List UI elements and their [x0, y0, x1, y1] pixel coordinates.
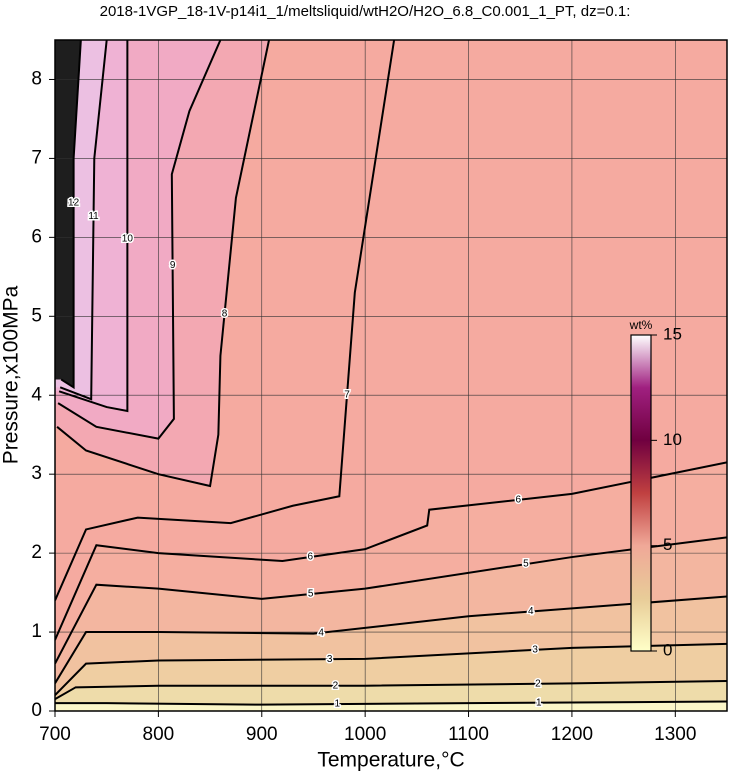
contour-line [55, 595, 727, 684]
contour-label: 1 [334, 699, 340, 710]
contour-label: 2 [535, 678, 541, 689]
chart-title: 2018-1VGP_18-1V-p14i1_1/meltsliquid/wtH2… [100, 3, 631, 20]
x-tick-label: 800 [143, 724, 175, 745]
y-tick-label: 4 [31, 384, 42, 405]
x-tick-label: 1200 [551, 724, 593, 745]
contour-line [59, 40, 108, 401]
y-tick-label: 5 [31, 305, 42, 326]
contour-label: 5 [523, 559, 529, 570]
x-tick-label: 1300 [654, 724, 696, 745]
contour-label: 3 [327, 654, 333, 665]
contour-line [55, 461, 727, 641]
contour-line [55, 536, 727, 665]
contour-line [57, 40, 222, 440]
contour-label: 12 [68, 197, 80, 208]
contour-line [55, 642, 727, 696]
y-tick-label: 3 [31, 463, 42, 484]
contour-label: 6 [307, 552, 313, 563]
x-tick-label: 700 [39, 724, 71, 745]
colorbar-tick-label: 5 [663, 535, 672, 554]
contour-label: 4 [528, 606, 534, 617]
x-axis-label: Temperature,°C [317, 749, 464, 772]
y-tick-label: 6 [31, 226, 42, 247]
y-tick-label: 1 [31, 621, 42, 642]
y-tick-label: 7 [31, 147, 42, 168]
contour-line [58, 40, 129, 413]
y-axis-label: Pressure,x100MPa [0, 285, 23, 464]
contour-line [56, 40, 270, 488]
contour-label: 10 [122, 234, 134, 245]
contour-band [55, 701, 727, 711]
plot-frame [54, 39, 728, 712]
contour-label: 3 [532, 644, 538, 655]
contour-label: 11 [88, 211, 99, 222]
contour-label: 8 [222, 309, 228, 320]
contour-label: 7 [344, 389, 350, 400]
colorbar-tick-label: 0 [663, 640, 672, 659]
x-tick-label: 1100 [448, 724, 489, 745]
contour-line [60, 40, 82, 390]
colorbar-tick-label: 15 [663, 324, 682, 343]
contour-line [55, 40, 396, 601]
colorbar-tick-label: 10 [663, 430, 682, 449]
y-tick-label: 0 [31, 700, 42, 721]
colorbar [630, 334, 652, 652]
y-tick-label: 8 [31, 68, 42, 89]
contour-label: 5 [308, 589, 314, 600]
contour-label: 6 [516, 494, 522, 505]
contour-band [55, 40, 81, 388]
contour-label: 1 [536, 697, 542, 708]
contour-line [55, 680, 727, 701]
x-tick-label: 1000 [344, 724, 386, 745]
contour-label: 2 [333, 680, 339, 691]
colorbar-label: wt% [629, 318, 653, 332]
contour-label: 9 [170, 260, 176, 271]
x-tick-label: 900 [246, 724, 278, 745]
y-tick-label: 2 [31, 542, 42, 563]
overlay: 700 800 900 1000 1100 1200 1300012345678wt%051… [31, 39, 728, 745]
contour-line [55, 700, 727, 706]
contour-label: 4 [318, 627, 324, 638]
